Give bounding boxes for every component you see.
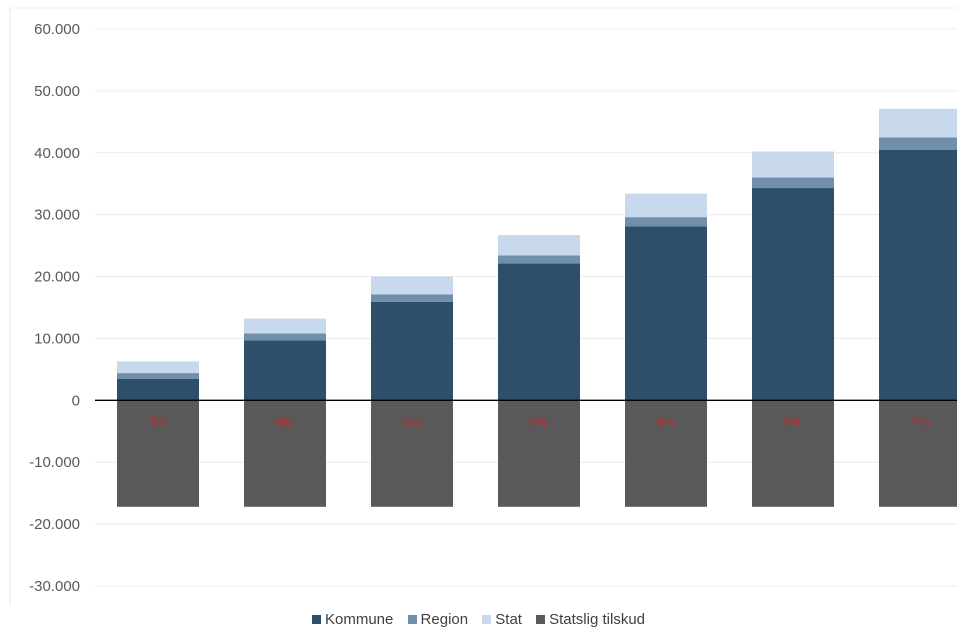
legend-label: Statslig tilskud — [549, 611, 645, 628]
bar-segment-region — [117, 373, 199, 379]
bar-segment-stat — [879, 108, 957, 138]
legend-swatch-region — [407, 615, 417, 624]
bar-segment-kommune — [625, 226, 707, 401]
bar-segment-region — [244, 333, 326, 341]
y-tick-label: -30.000 — [29, 578, 80, 595]
y-axis: 60.000 50.000 40.000 30.000 20.000 10.000 0 -10… — [29, 21, 80, 595]
legend-item-statslig-tilskud: Statslig tilskud — [536, 611, 645, 628]
y-tick-label: -10.000 — [29, 454, 80, 471]
y-tick-label: 20.000 — [34, 269, 80, 286]
bar-segment-stat — [752, 151, 834, 178]
bar-segment-stat — [117, 361, 199, 374]
bars — [117, 108, 957, 507]
data-label: 4% — [276, 414, 295, 429]
bar-segment-kommune — [498, 263, 580, 401]
legend-item-region: Region — [407, 611, 469, 628]
y-tick-label: 10.000 — [34, 330, 80, 347]
legend-label: Region — [420, 611, 469, 628]
bar-segment-statslig-tilskud — [371, 400, 453, 507]
bar-segment-kommune — [371, 301, 453, 401]
bar-segment-region — [879, 137, 957, 150]
bar-segment-statslig-tilskud — [117, 400, 199, 507]
legend-item-stat: Stat — [482, 611, 522, 628]
legend-swatch-statslig-tilskud — [536, 615, 546, 624]
bar-segment-kommune — [879, 149, 957, 401]
bar-segment-stat — [498, 235, 580, 256]
data-label: 6% — [657, 414, 676, 429]
bar-segment-region — [752, 177, 834, 189]
y-tick-label: 40.000 — [34, 145, 80, 162]
bar-segment-stat — [625, 193, 707, 218]
legend-label: Stat — [495, 611, 522, 628]
data-label: 5% — [530, 414, 549, 429]
y-tick-label: 30.000 — [34, 207, 80, 224]
y-tick-label: 50.000 — [34, 83, 80, 100]
legend-swatch-kommune — [312, 615, 321, 624]
data-label: 4% — [403, 414, 422, 429]
bar-segment-statslig-tilskud — [879, 400, 957, 507]
legend-swatch-stat — [482, 615, 492, 624]
data-label: 6% — [784, 414, 803, 429]
legend: Kommune Region Stat Statslig tilskud — [0, 611, 957, 628]
bar-segment-region — [625, 217, 707, 227]
bar-segment-statslig-tilskud — [752, 400, 834, 507]
bar-segment-kommune — [117, 378, 199, 401]
bar-segment-statslig-tilskud — [625, 400, 707, 507]
y-tick-label: -20.000 — [29, 516, 80, 533]
bar-segment-kommune — [752, 188, 834, 401]
bar-segment-stat — [371, 276, 453, 295]
data-labels: 3% 4% 4% 5% 6% 6% 7% — [149, 414, 930, 429]
bar-segment-statslig-tilskud — [244, 400, 326, 507]
data-label: 3% — [149, 414, 168, 429]
data-label: 7% — [911, 414, 930, 429]
bar-segment-statslig-tilskud — [498, 400, 580, 507]
y-tick-label: 60.000 — [34, 21, 80, 38]
bar-segment-region — [498, 255, 580, 264]
legend-item-kommune: Kommune — [312, 611, 393, 628]
y-tick-label: 0 — [72, 392, 80, 409]
bar-segment-region — [371, 294, 453, 302]
bar-segment-stat — [244, 318, 326, 334]
bar-segment-kommune — [244, 340, 326, 401]
legend-label: Kommune — [325, 611, 394, 628]
